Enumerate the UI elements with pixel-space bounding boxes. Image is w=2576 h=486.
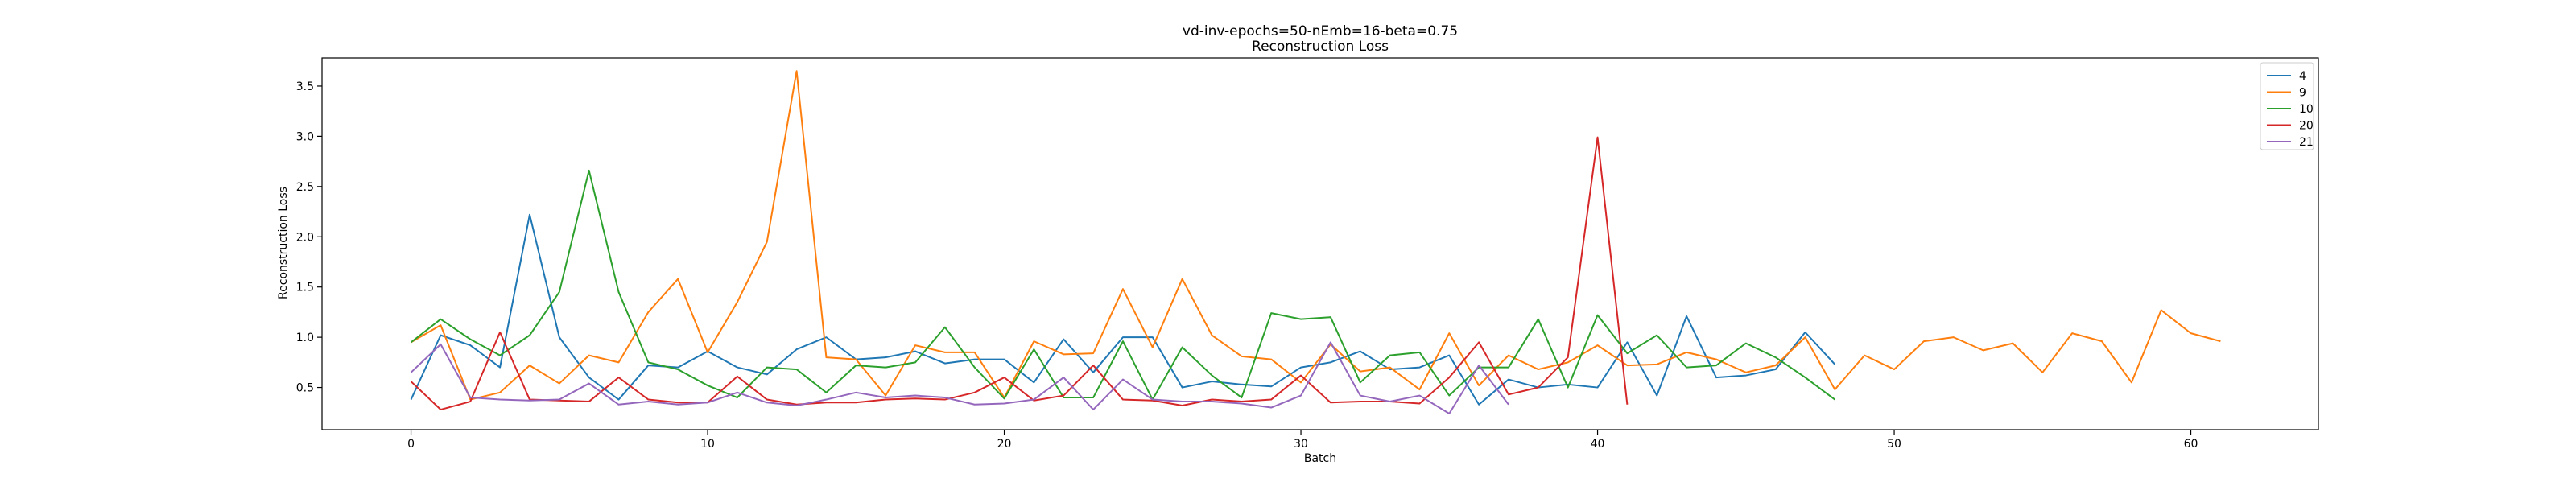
y-tick-label: 1.0 [296,332,314,344]
legend-label: 20 [2299,120,2314,133]
y-tick-label: 0.5 [296,382,314,395]
legend-label: 9 [2299,87,2306,100]
x-tick-label: 30 [1294,438,1308,451]
series-line-21 [410,341,1509,415]
chart-subtitle: Reconstruction Loss [1252,39,1389,55]
x-axis-label: Batch [1304,452,1336,465]
chart-title: vd-inv-epochs=50-nEmb=16-beta=0.75 [1183,23,1458,39]
y-tick-label: 2.5 [296,181,314,194]
x-tick-label: 10 [700,438,715,451]
x-tick-label: 20 [997,438,1012,451]
series-line-9 [411,70,2221,401]
legend-label: 10 [2299,103,2314,116]
x-tick-label: 60 [2184,438,2198,451]
plot-area-frame [321,57,2319,430]
legend-box [2260,62,2314,150]
y-tick-label: 3.5 [296,80,314,93]
y-tick-label: 2.0 [296,231,314,244]
axis-ticks: 0 10 20 30 40 50 60 0.5 1.0 1.5 2.0 2.5 3.0 3.5 [296,80,2198,451]
x-tick-label: 0 [407,438,415,451]
x-tick-label: 40 [1591,438,1605,451]
series-line-10 [410,169,1835,401]
legend-label: 21 [2299,136,2314,149]
series-lines [410,70,2221,415]
y-tick-label: 3.0 [296,130,314,143]
legend-label: 4 [2299,70,2306,83]
legend: 4 9 10 20 21 [2260,62,2314,150]
series-line-4 [410,213,1836,406]
y-tick-label: 1.5 [296,282,314,294]
x-tick-label: 50 [1887,438,1901,451]
y-axis-label: Reconstruction Loss [277,187,290,299]
